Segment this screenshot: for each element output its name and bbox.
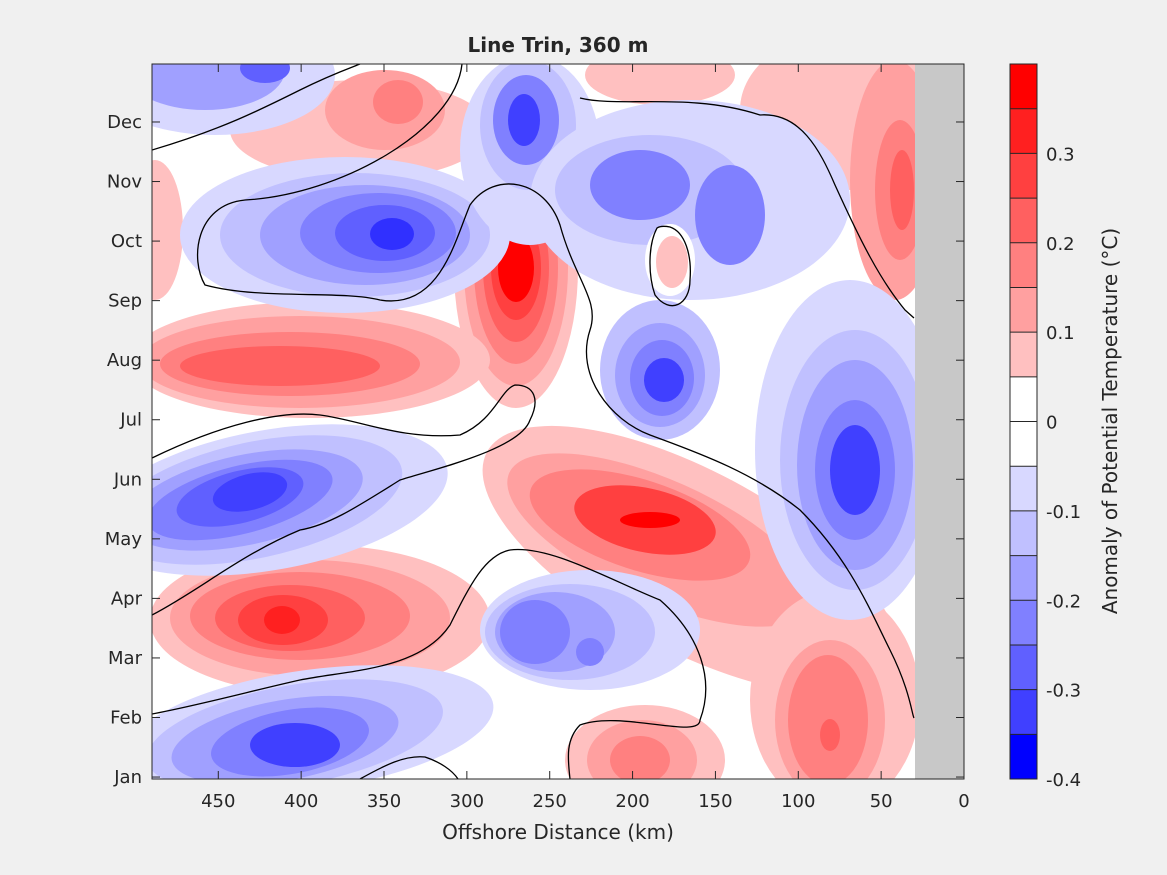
y-axis: Jan Feb Mar Apr May Jun Jul Aug Sep Oct Nov Dec bbox=[105, 112, 964, 788]
colorbar-tick-label: -0.3 bbox=[1046, 681, 1081, 702]
colorbar-segment bbox=[1010, 421, 1037, 467]
x-tick-label: 200 bbox=[615, 791, 649, 812]
x-tick-label: 0 bbox=[958, 791, 969, 812]
colorbar-tick-label: 0.3 bbox=[1046, 144, 1075, 165]
colorbar-segment bbox=[1010, 153, 1037, 199]
y-tick-label: Jul bbox=[119, 410, 142, 431]
y-tick-label: Feb bbox=[110, 707, 142, 728]
colorbar-frame bbox=[1009, 63, 1038, 780]
colorbar-tick-label: 0 bbox=[1046, 413, 1057, 434]
x-tick-label: 450 bbox=[201, 791, 235, 812]
x-tick-label: 250 bbox=[533, 791, 567, 812]
y-tick-label: May bbox=[105, 529, 143, 550]
y-tick-label: Jun bbox=[113, 469, 142, 490]
y-tick-label: Oct bbox=[111, 231, 142, 252]
colorbar-tick-label: 0.1 bbox=[1046, 323, 1075, 344]
colorbar-segment bbox=[1010, 376, 1037, 422]
y-tick-label: Aug bbox=[107, 350, 142, 371]
colorbar: 0.3 0.2 0.1 0 -0.1 -0.2 -0.3 -0.4 bbox=[1009, 63, 1081, 791]
x-tick-label: 50 bbox=[870, 791, 893, 812]
y-tick-label: Nov bbox=[107, 172, 142, 193]
x-tick-label: 100 bbox=[781, 791, 815, 812]
colorbar-segment bbox=[1010, 242, 1037, 288]
plot-area bbox=[152, 64, 964, 779]
y-tick-label: Dec bbox=[107, 112, 142, 133]
colorbar-segment bbox=[1010, 600, 1037, 646]
colorbar-tick-label: 0.2 bbox=[1046, 234, 1075, 255]
colorbar-segment bbox=[1010, 287, 1037, 333]
colorbar-segment bbox=[1010, 689, 1037, 735]
colorbar-segment bbox=[1010, 510, 1037, 557]
colorbar-segment bbox=[1010, 555, 1037, 601]
x-tick-label: 150 bbox=[698, 791, 732, 812]
colorbar-segment bbox=[1010, 198, 1037, 244]
colorbar-segment bbox=[1010, 466, 1037, 512]
colorbar-segment bbox=[1010, 332, 1037, 378]
colorbar-segment bbox=[1010, 108, 1037, 154]
colorbar-segment bbox=[1010, 644, 1037, 691]
plot-frame bbox=[151, 63, 965, 780]
y-tick-label: Mar bbox=[108, 648, 143, 669]
x-tick-label: 400 bbox=[284, 791, 318, 812]
colorbar-segment bbox=[1010, 64, 1037, 110]
x-tick-label: 350 bbox=[367, 791, 401, 812]
colorbar-tick-label: -0.4 bbox=[1046, 770, 1081, 791]
x-axis: 450 400 350 300 250 200 150 100 50 0 bbox=[201, 64, 970, 812]
y-tick-label: Jan bbox=[113, 767, 142, 788]
zero-contours bbox=[152, 64, 915, 779]
y-tick-label: Sep bbox=[108, 291, 142, 312]
no-data-region bbox=[915, 64, 964, 779]
y-tick-label: Apr bbox=[111, 588, 143, 609]
x-tick-label: 300 bbox=[450, 791, 484, 812]
colorbar-label: Anomaly of Potential Temperature (°C) bbox=[1098, 228, 1122, 614]
x-axis-label: Offshore Distance (km) bbox=[442, 820, 674, 844]
colorbar-tick-label: -0.1 bbox=[1046, 502, 1081, 523]
colorbar-segment bbox=[1010, 734, 1037, 780]
chart-title: Line Trin, 360 m bbox=[468, 33, 649, 57]
colorbar-tick-label: -0.2 bbox=[1046, 591, 1081, 612]
contour-fill bbox=[152, 64, 960, 779]
